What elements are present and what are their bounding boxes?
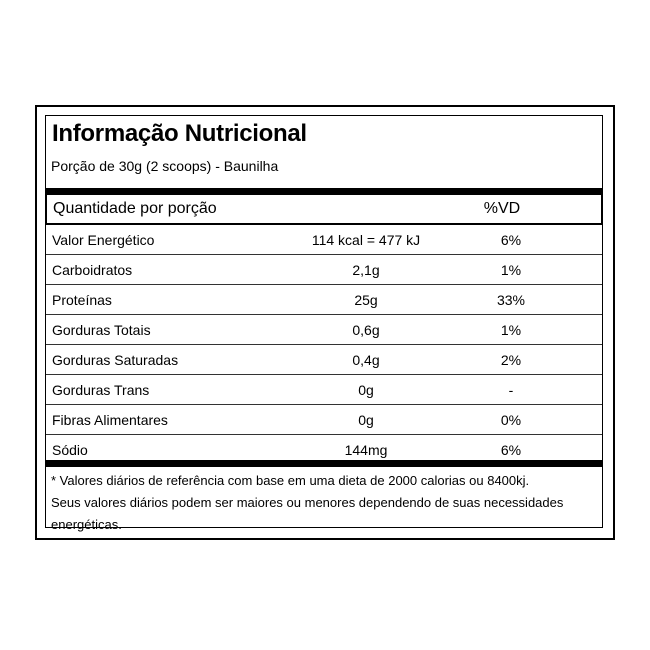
divider-thick-bottom	[46, 460, 602, 467]
nutrient-name: Carboidratos	[52, 262, 133, 278]
nutrient-dv: 6%	[500, 442, 522, 458]
table-row: Gorduras Saturadas 0,4g 2%	[46, 345, 602, 375]
nutrient-amount: 0g	[358, 382, 374, 398]
nutrient-amount: 114 kcal = 477 kJ	[311, 232, 421, 248]
header-amount-label: Quantidade por porção	[53, 200, 217, 217]
nutrient-amount: 0g	[358, 412, 374, 428]
serving-size: Porção de 30g (2 scoops) - Baunilha	[51, 158, 279, 174]
footnote: * Valores diários de referência com base…	[51, 470, 600, 536]
table-row: Gorduras Totais 0,6g 1%	[46, 315, 602, 345]
table-header: Quantidade por porção %VD	[46, 195, 602, 225]
nutrition-label: Informação Nutricional Porção de 30g (2 …	[45, 115, 603, 532]
nutrient-name: Gorduras Saturadas	[52, 352, 179, 368]
nutrient-name: Proteínas	[52, 292, 112, 308]
label-title: Informação Nutricional	[52, 120, 307, 147]
table-row: Sódio 144mg 6%	[46, 435, 602, 465]
table-row: Carboidratos 2,1g 1%	[46, 255, 602, 285]
nutrient-name: Sódio	[52, 442, 88, 458]
footnote-line: Seus valores diários podem ser maiores o…	[51, 495, 564, 510]
nutrition-label-frame: Informação Nutricional Porção de 30g (2 …	[35, 105, 615, 540]
nutrient-amount: 25g	[354, 292, 378, 308]
nutrient-dv: 1%	[500, 262, 522, 278]
nutrient-dv: -	[508, 382, 514, 398]
nutrient-amount: 2,1g	[352, 262, 380, 278]
table-row: Fibras Alimentares 0g 0%	[46, 405, 602, 435]
nutrient-name: Gorduras Totais	[52, 322, 151, 338]
nutrient-amount: 144mg	[344, 442, 388, 458]
nutrient-name: Gorduras Trans	[52, 382, 150, 398]
nutrient-dv: 2%	[500, 352, 522, 368]
nutrient-name: Fibras Alimentares	[52, 412, 168, 428]
nutrient-amount: 0,4g	[352, 352, 380, 368]
footnote-line: energéticas.	[51, 517, 122, 532]
nutrient-name: Valor Energético	[52, 232, 155, 248]
nutrient-dv: 6%	[500, 232, 522, 248]
nutrient-dv: 0%	[500, 412, 522, 428]
table-row: Valor Energético 114 kcal = 477 kJ 6%	[46, 225, 602, 255]
divider-thick-top	[46, 188, 602, 195]
footnote-line: * Valores diários de referência com base…	[51, 473, 530, 488]
header-dv-label: %VD	[483, 200, 521, 217]
table-row: Proteínas 25g 33%	[46, 285, 602, 315]
nutrient-table: Valor Energético 114 kcal = 477 kJ 6% Ca…	[46, 225, 602, 465]
nutrient-dv: 1%	[500, 322, 522, 338]
nutrient-amount: 0,6g	[352, 322, 380, 338]
table-row: Gorduras Trans 0g -	[46, 375, 602, 405]
nutrient-dv: 33%	[496, 292, 526, 308]
